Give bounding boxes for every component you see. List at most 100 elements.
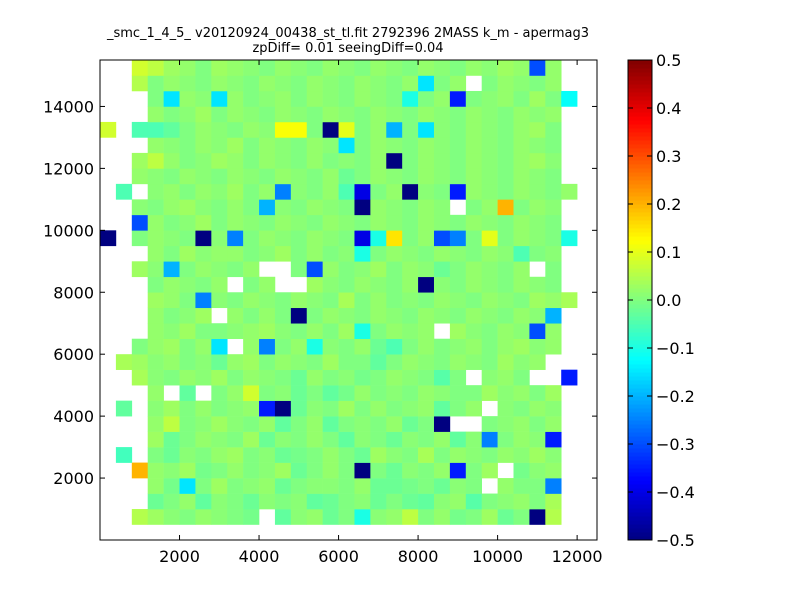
heatmap-cell [195, 121, 212, 138]
colorbar-tick-label: −0.4 [656, 483, 695, 502]
heatmap-cell [433, 462, 451, 479]
heatmap-cell [115, 354, 133, 370]
heatmap-cell [274, 60, 292, 76]
colorbar-segment [628, 508, 652, 513]
heatmap-cell [195, 369, 212, 386]
heatmap-cell [195, 462, 212, 479]
heatmap-cell [163, 60, 180, 76]
heatmap-cell [561, 230, 578, 247]
heatmap-cell [338, 416, 355, 432]
heatmap-cell [338, 431, 355, 448]
heatmap-cell [338, 106, 355, 123]
heatmap-cell [497, 75, 514, 92]
colorbar-segment [628, 248, 652, 253]
heatmap-cell [227, 354, 244, 370]
heatmap-cell [370, 152, 387, 169]
heatmap-cell [418, 323, 435, 340]
heatmap-cell [465, 168, 482, 185]
colorbar-segment [628, 200, 652, 205]
heatmap-cell [147, 276, 164, 293]
heatmap-cell [227, 478, 244, 494]
heatmap-cell [163, 431, 180, 448]
heatmap-cell [195, 152, 212, 169]
colorbar-segment [628, 72, 652, 77]
heatmap-cell [529, 509, 546, 525]
heatmap-cell [274, 168, 292, 185]
colorbar-segment [628, 424, 652, 429]
heatmap-cell [147, 292, 164, 309]
colorbar-segment [628, 320, 652, 325]
heatmap-cell [418, 400, 435, 417]
heatmap-cell [147, 323, 164, 340]
heatmap-cell [211, 230, 228, 247]
heatmap-cell [529, 75, 546, 92]
heatmap-cell [402, 462, 419, 479]
heatmap-cell [227, 75, 244, 92]
heatmap-cell [465, 261, 482, 278]
heatmap-cell [211, 214, 228, 231]
heatmap-cell [402, 60, 419, 76]
heatmap-cell [497, 385, 514, 401]
heatmap-cell [513, 214, 530, 231]
heatmap-cell [545, 214, 562, 231]
heatmap-cell [370, 168, 387, 185]
heatmap-cell [402, 493, 419, 510]
heatmap-cell [497, 478, 514, 494]
heatmap-cell [211, 385, 228, 401]
heatmap-cell [211, 478, 228, 494]
heatmap-cell [386, 431, 403, 448]
heatmap-cell [449, 230, 467, 247]
heatmap-cell [195, 168, 212, 185]
heatmap-cell [147, 369, 164, 386]
heatmap-cell [163, 416, 180, 432]
heatmap-cell [402, 261, 419, 278]
colorbar-segment [628, 376, 652, 381]
heatmap-cell [306, 307, 323, 324]
heatmap-cell [433, 60, 451, 76]
heatmap-cell [433, 493, 451, 510]
heatmap-cell [370, 75, 387, 92]
heatmap-cell [243, 168, 260, 185]
heatmap-cell [227, 121, 244, 138]
colorbar-segment [628, 484, 652, 489]
heatmap-cell [290, 369, 308, 386]
heatmap-cell [449, 90, 467, 107]
heatmap-cell [354, 493, 371, 510]
heatmap-cell [211, 261, 228, 278]
colorbar-segment [628, 468, 652, 473]
heatmap-cell [354, 307, 371, 324]
heatmap-cell [370, 183, 387, 200]
heatmap-cell [513, 276, 530, 293]
heatmap-cell [179, 245, 196, 262]
heatmap-cell [545, 447, 562, 463]
heatmap-cell [513, 106, 530, 123]
heatmap-cell [131, 338, 149, 355]
colorbar-segment [628, 216, 652, 221]
colorbar-segment [628, 496, 652, 501]
heatmap-cell [481, 509, 498, 525]
heatmap-cell [545, 261, 562, 278]
heatmap-cell [259, 323, 276, 340]
heatmap-cell [513, 75, 530, 92]
heatmap-cell [179, 121, 196, 138]
heatmap-cell [227, 230, 244, 247]
heatmap-cell [529, 307, 546, 324]
heatmap-cell [433, 369, 451, 386]
heatmap-cell [259, 493, 276, 510]
heatmap-cell [481, 230, 498, 247]
heatmap-cell [386, 183, 403, 200]
heatmap-cell [418, 90, 435, 107]
heatmap-cell [306, 323, 323, 340]
colorbar-tick-label: 0.1 [656, 243, 681, 262]
plot-frame [99, 59, 598, 541]
heatmap-cell [147, 338, 164, 355]
heatmap-cell [481, 152, 498, 169]
colorbar-segment [628, 184, 652, 189]
colorbar-segment [628, 152, 652, 157]
heatmap-cell [306, 400, 323, 417]
heatmap-cell [306, 106, 323, 123]
heatmap-cell [179, 354, 196, 370]
heatmap-cell [449, 261, 467, 278]
heatmap-cell [290, 416, 308, 432]
heatmap-cell [243, 276, 260, 293]
